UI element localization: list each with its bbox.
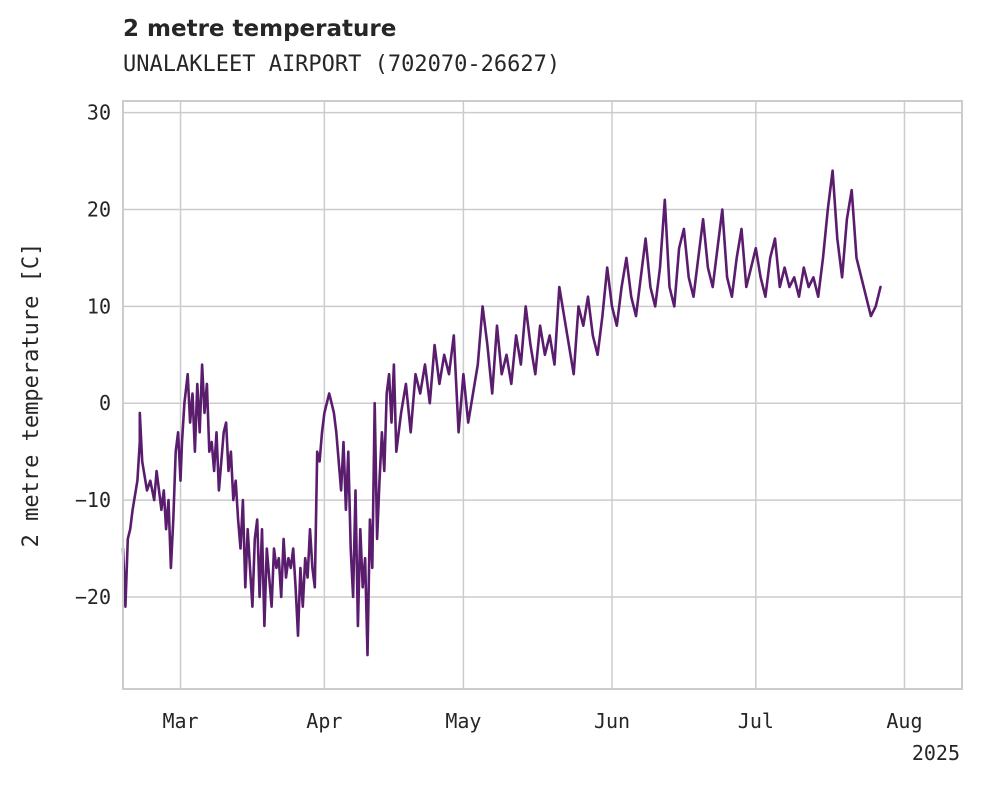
x-tick-label: Jul <box>738 709 774 733</box>
chart-subtitle: UNALAKLEET AIRPORT (702070-26627) <box>123 52 561 77</box>
y-tick-label: −10 <box>75 488 111 512</box>
y-tick-label: 30 <box>87 101 111 125</box>
chart-title: 2 metre temperature <box>123 16 397 42</box>
x-tick-label: Jun <box>594 709 630 733</box>
y-tick-label: 0 <box>99 391 111 415</box>
y-axis-label: 2 metre temperature [C] <box>19 243 44 548</box>
x-tick-label: May <box>445 709 481 733</box>
y-tick-label: 20 <box>87 197 111 221</box>
series-line <box>121 169 882 657</box>
plot-frame <box>122 100 963 690</box>
y-gridlines <box>123 111 962 598</box>
x-tick-labels: Mar Apr May Jun Jul Aug <box>162 709 922 733</box>
series-layer <box>121 169 882 657</box>
y-tick-label: −20 <box>75 585 111 609</box>
x-tick-label: Mar <box>162 709 198 733</box>
x-gridlines <box>179 101 906 689</box>
y-tick-label: 10 <box>87 294 111 318</box>
x-tick-label: Aug <box>886 709 922 733</box>
x-tick-label: Apr <box>306 709 342 733</box>
x-offset-label: 2025 <box>912 741 960 765</box>
y-tick-labels: 30 20 10 0 −10 −20 <box>75 101 111 609</box>
